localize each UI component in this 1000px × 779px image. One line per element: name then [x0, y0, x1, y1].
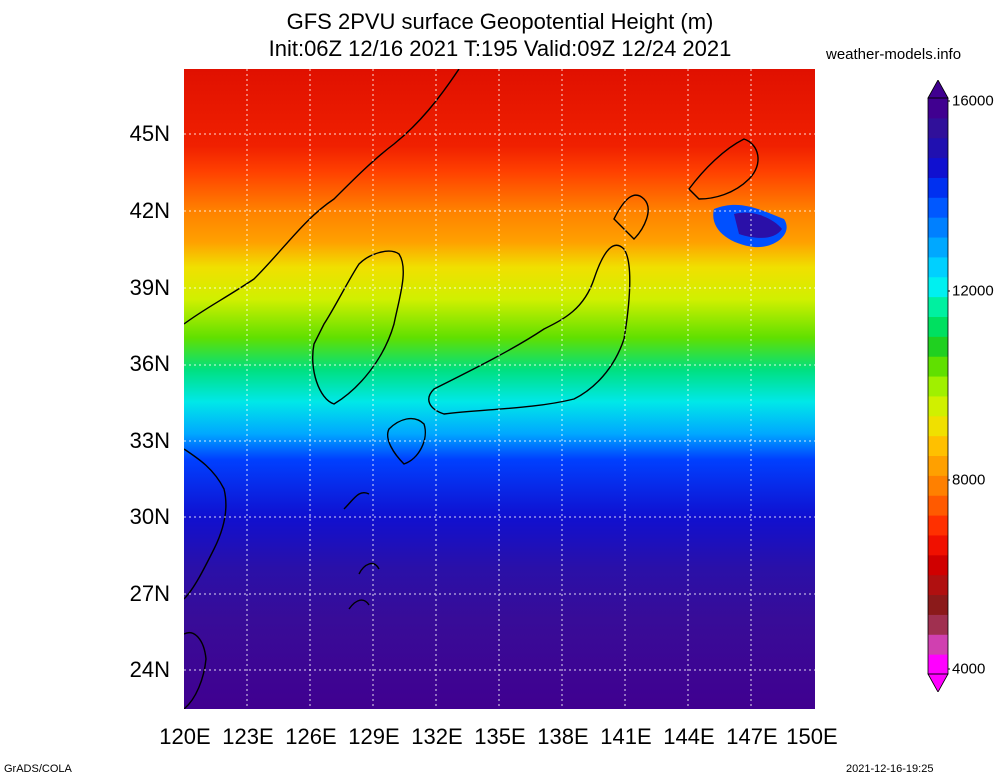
colorbar-segment: [928, 554, 948, 576]
lon-label-141e: 141E: [600, 724, 652, 749]
colorbar-segments: [928, 98, 948, 675]
lat-label-42n: 42N: [129, 198, 170, 223]
colorbar-label-16000: 16000: [952, 92, 994, 110]
colorbar-segment: [928, 435, 948, 457]
footer-timestamp: 2021-12-16-19:25: [846, 763, 934, 775]
lon-label-120e: 120E: [159, 724, 211, 749]
colorbar-segment: [928, 634, 948, 655]
colorbar-bottom-arrow: [927, 673, 949, 692]
map-canvas: [184, 69, 815, 709]
lat-label-27n: 27N: [129, 581, 170, 606]
lat-label-39n: 39N: [129, 275, 170, 300]
colorbar-label-8000: 8000: [952, 471, 986, 489]
lat-label-36n: 36N: [129, 351, 170, 376]
colorbar-segment: [928, 316, 948, 337]
colorbar-segment: [928, 515, 948, 536]
colorbar: [927, 80, 950, 692]
lon-label-123e: 123E: [222, 724, 274, 749]
lon-label-144e: 144E: [663, 724, 715, 749]
lon-label-135e: 135E: [474, 724, 526, 749]
colorbar-segment: [928, 614, 948, 635]
lat-label-24n: 24N: [129, 657, 170, 682]
high-value-core: [734, 212, 782, 238]
colorbar-segment: [928, 98, 948, 119]
colorbar-segment: [928, 376, 948, 397]
colorbar-segment: [928, 197, 948, 218]
footer-software: GrADS/COLA: [4, 763, 72, 775]
map-panel: [184, 69, 815, 709]
colorbar-segment: [928, 296, 948, 317]
colorbar-segment: [928, 455, 948, 476]
map-title: GFS 2PVU surface Geopotential Height (m): [286, 9, 714, 34]
graticule: [184, 69, 815, 709]
lon-label-132e: 132E: [411, 724, 463, 749]
colorbar-segment: [928, 137, 948, 159]
colorbar-segment: [928, 594, 948, 615]
colorbar-segment: [928, 574, 948, 596]
lon-label-126e: 126E: [285, 724, 337, 749]
colorbar-label-12000: 12000: [952, 282, 994, 300]
colorbar-segment: [928, 654, 948, 675]
lon-label-138e: 138E: [537, 724, 589, 749]
colorbar-segment: [928, 256, 948, 278]
colorbar-segment: [928, 336, 948, 357]
map-subtitle: Init:06Z 12/16 2021 T:195 Valid:09Z 12/2…: [268, 36, 732, 61]
colorbar-segment: [928, 237, 948, 258]
lat-label-30n: 30N: [129, 504, 170, 529]
lat-label-45n: 45N: [129, 121, 170, 146]
coastlines: [184, 69, 759, 709]
colorbar-segment: [928, 217, 948, 238]
colorbar-segment: [928, 395, 948, 417]
colorbar-segment: [928, 415, 948, 437]
colorbar-top-arrow: [927, 80, 949, 99]
colorbar-segment: [928, 495, 948, 516]
colorbar-segment: [928, 475, 948, 496]
colorbar-segment: [928, 177, 948, 198]
lon-label-147e: 147E: [726, 724, 778, 749]
colorbar-label-4000: 4000: [952, 660, 986, 678]
source-site: weather-models.info: [826, 46, 962, 63]
colorbar-segment: [928, 356, 948, 377]
colorbar-segment: [928, 276, 948, 298]
lon-label-129e: 129E: [348, 724, 400, 749]
colorbar-segment: [928, 157, 948, 178]
lat-label-33n: 33N: [129, 428, 170, 453]
lon-label-150e: 150E: [786, 724, 838, 749]
colorbar-segment: [928, 117, 948, 139]
colorbar-segment: [928, 534, 948, 556]
